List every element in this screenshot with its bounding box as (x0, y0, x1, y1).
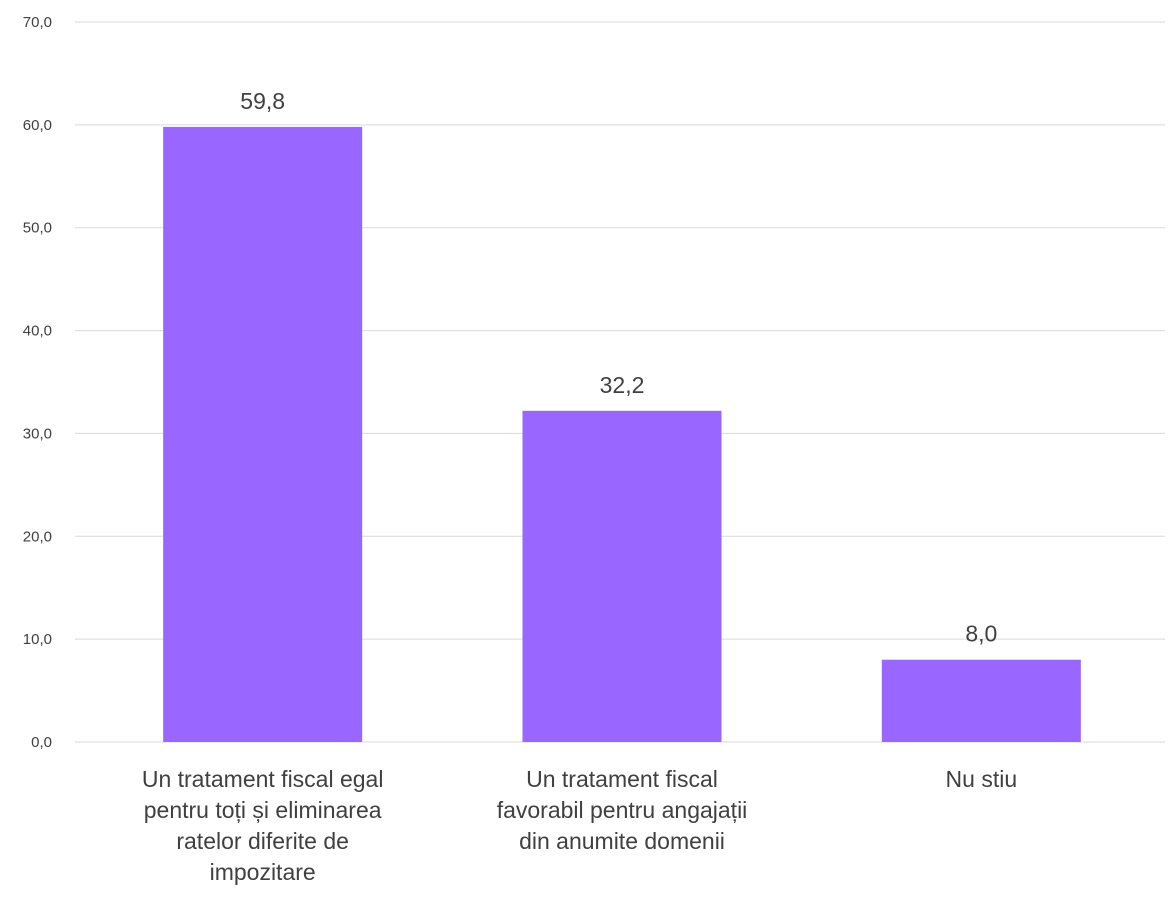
bar-data-label: 59,8 (240, 88, 285, 114)
y-tick-label: 70,0 (23, 14, 52, 31)
y-tick-label: 30,0 (23, 425, 52, 442)
y-axis-ticks: 0,0 10,0 20,0 30,0 40,0 50,0 60,0 70,0 (23, 14, 52, 751)
bar-data-label: 8,0 (965, 621, 997, 647)
x-category-label: Un tratament fiscal favorabil pentru ang… (496, 766, 748, 854)
bar-data-label: 32,2 (600, 372, 645, 398)
y-tick-label: 20,0 (23, 528, 52, 545)
bar (522, 410, 722, 742)
bar (881, 659, 1081, 742)
y-tick-label: 50,0 (23, 220, 52, 237)
y-tick-label: 10,0 (23, 631, 52, 648)
y-tick-label: 60,0 (23, 117, 52, 134)
y-tick-label: 40,0 (23, 323, 52, 340)
data-labels: 59,8 32,2 8,0 (240, 88, 997, 647)
bars (163, 126, 1081, 742)
bar (163, 126, 363, 742)
x-category-label: Un tratament fiscal egal pentru toți și … (141, 766, 384, 885)
y-tick-label: 0,0 (31, 734, 52, 751)
x-category-label: Nu stiu (945, 766, 1018, 792)
